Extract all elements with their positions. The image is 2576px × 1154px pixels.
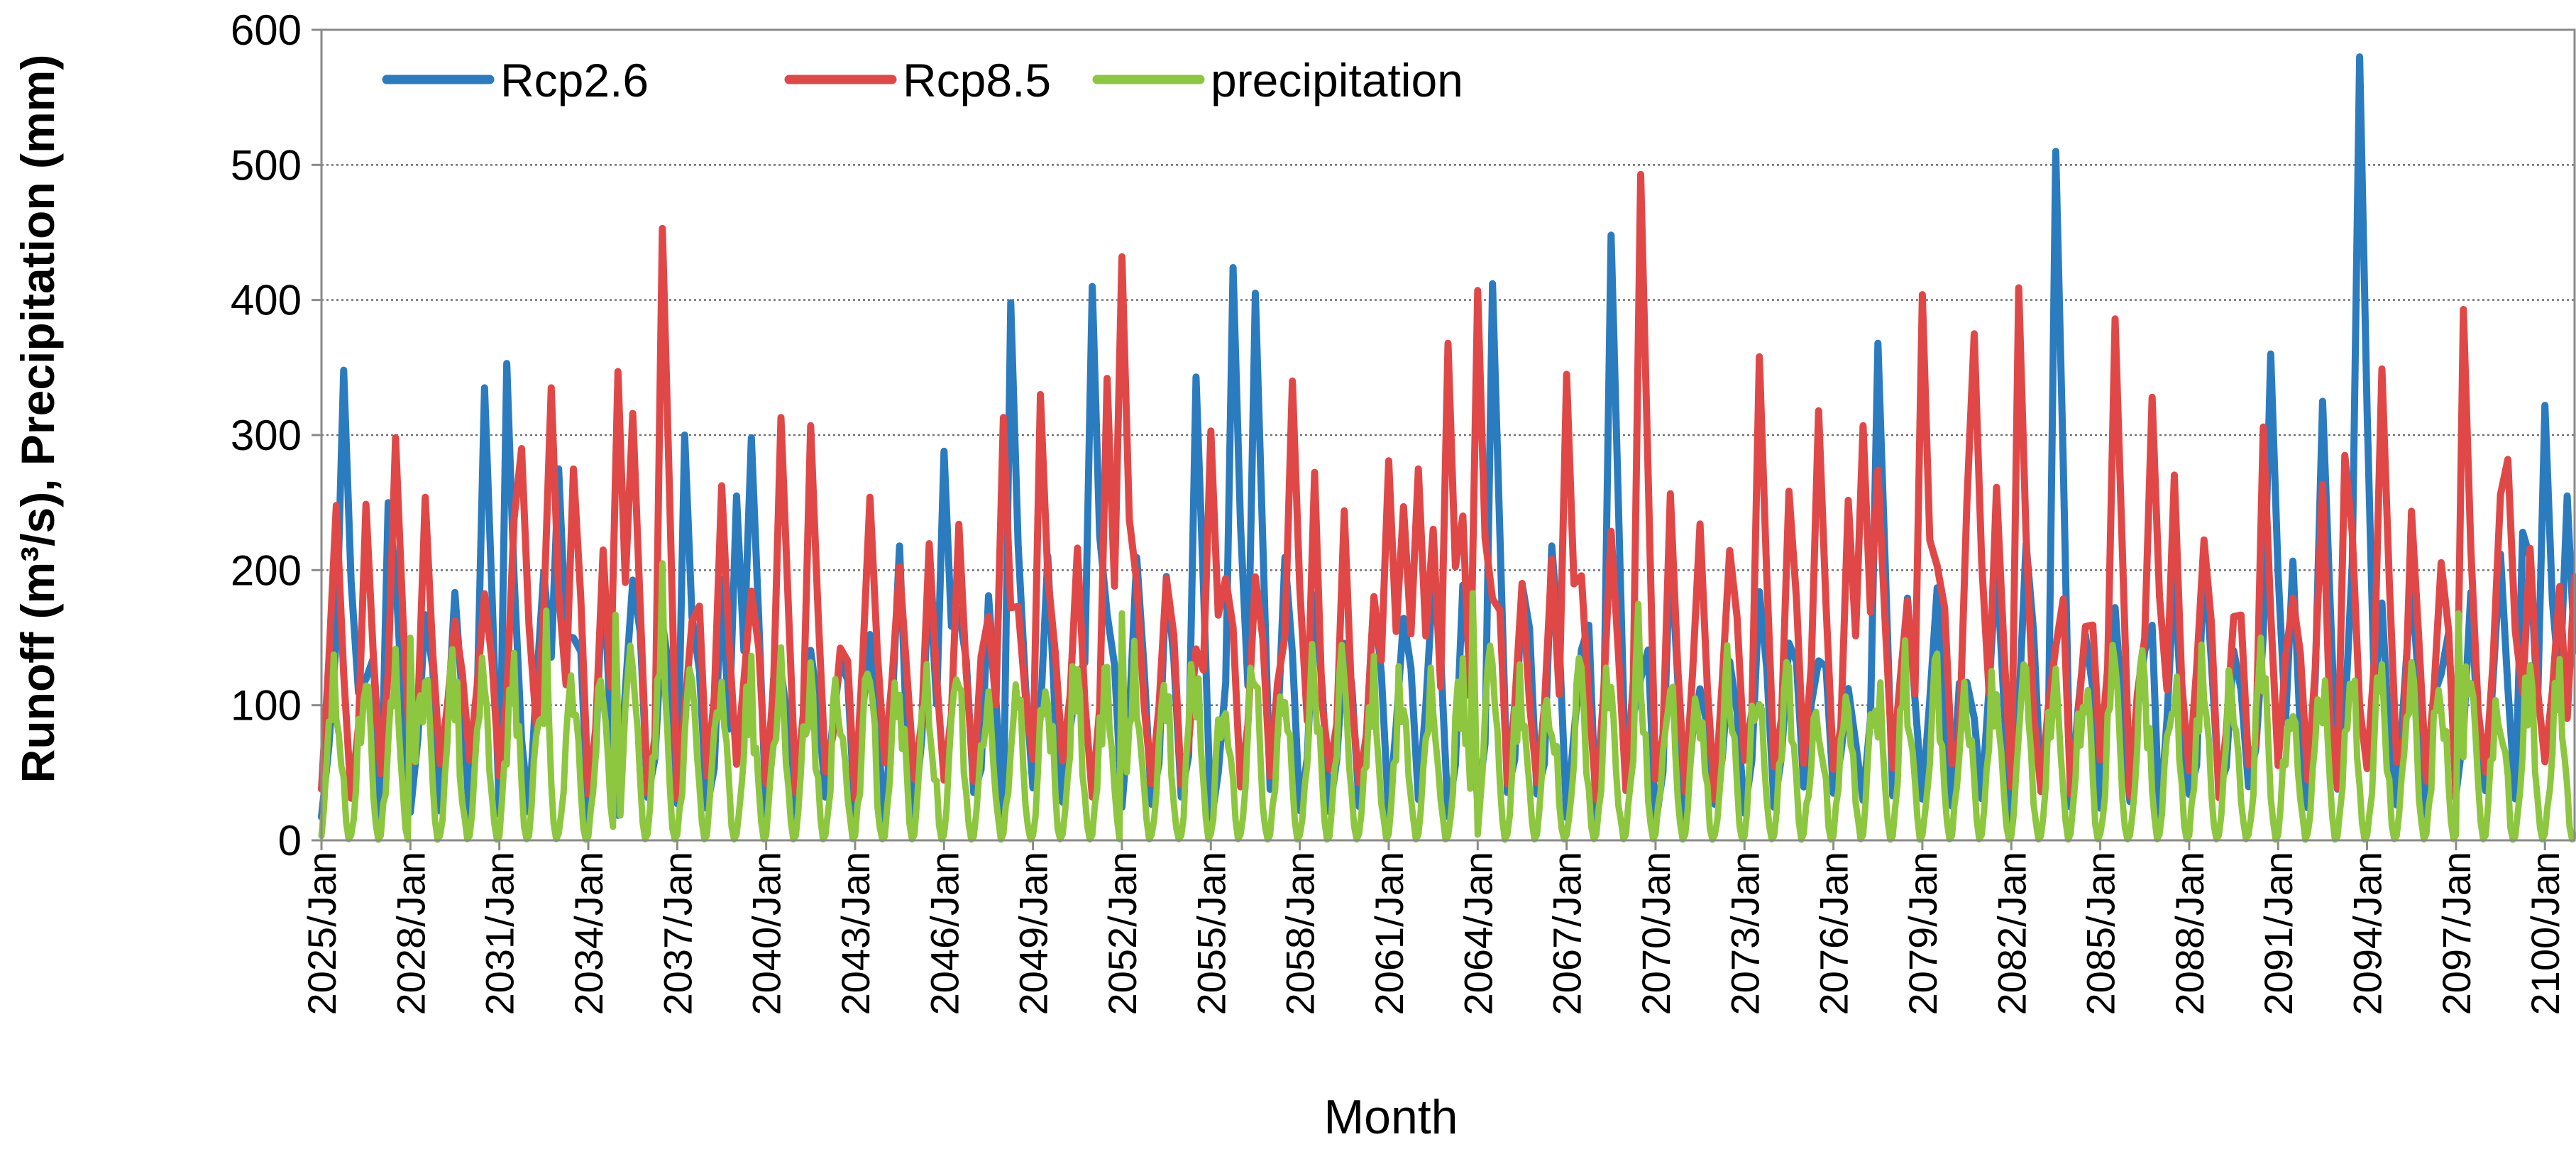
x-tick-label: 2028/Jan	[388, 852, 433, 1015]
x-tick-label: 2064/Jan	[1455, 852, 1500, 1015]
legend-label: Rcp2.6	[500, 54, 649, 106]
y-tick-label: 600	[231, 6, 302, 54]
legend: Rcp2.6 Rcp8.5 precipitation	[382, 54, 1463, 106]
y-tick-label: 300	[231, 412, 302, 459]
x-tick-label: 2025/Jan	[299, 852, 344, 1015]
legend-label: Rcp8.5	[903, 54, 1051, 106]
plot-border	[320, 28, 2576, 842]
x-axis-label: Month	[1324, 1090, 1458, 1144]
x-tick-label: 2076/Jan	[1812, 852, 1856, 1015]
x-tick-label: 2046/Jan	[922, 852, 967, 1015]
x-tick-label: 2034/Jan	[566, 852, 611, 1015]
x-tick-label: 2079/Jan	[1900, 852, 1945, 1015]
x-tick-label: 2049/Jan	[1011, 852, 1056, 1015]
y-axis-ticks: 0 100 200 300 400 500 600	[231, 6, 321, 864]
x-tick-label: 2043/Jan	[833, 852, 878, 1015]
x-tick-label: 2058/Jan	[1278, 852, 1323, 1015]
x-tick-label: 2067/Jan	[1545, 852, 1590, 1015]
x-tick-label: 2097/Jan	[2434, 852, 2479, 1015]
x-tick-label: 2037/Jan	[655, 852, 700, 1015]
y-tick-label: 100	[231, 682, 302, 730]
x-tick-label: 2070/Jan	[1634, 852, 1678, 1015]
plot-area	[318, 53, 2576, 843]
x-tick-label: 2055/Jan	[1189, 852, 1233, 1015]
y-tick-label: 400	[231, 277, 302, 324]
x-tick-label: 2100/Jan	[2523, 852, 2567, 1015]
x-axis-ticks: 2025/Jan 2028/Jan 2031/Jan 2034/Jan 2037/Jan…	[299, 840, 2567, 1015]
x-tick-label: 2088/Jan	[2167, 852, 2212, 1015]
y-tick-label: 200	[231, 546, 302, 594]
series-line-precipitation	[318, 560, 2576, 843]
y-tick-label: 0	[278, 817, 302, 864]
x-tick-label: 2085/Jan	[2079, 852, 2123, 1015]
x-tick-label: 2061/Jan	[1367, 852, 1411, 1015]
x-tick-label: 2052/Jan	[1100, 852, 1145, 1015]
x-tick-label: 2040/Jan	[744, 852, 789, 1015]
x-tick-label: 2094/Jan	[2345, 852, 2390, 1015]
x-tick-label: 2082/Jan	[1989, 852, 2034, 1015]
x-tick-label: 2091/Jan	[2256, 852, 2301, 1015]
x-tick-label: 2073/Jan	[1722, 852, 1767, 1015]
y-tick-label: 500	[231, 141, 302, 189]
x-tick-label: 2031/Jan	[478, 852, 522, 1015]
series-line-rcp8-5	[318, 170, 2576, 803]
legend-label: precipitation	[1211, 54, 1463, 106]
y-axis-label: Runoff (m³/s), Precipitation (mm)	[11, 55, 64, 784]
